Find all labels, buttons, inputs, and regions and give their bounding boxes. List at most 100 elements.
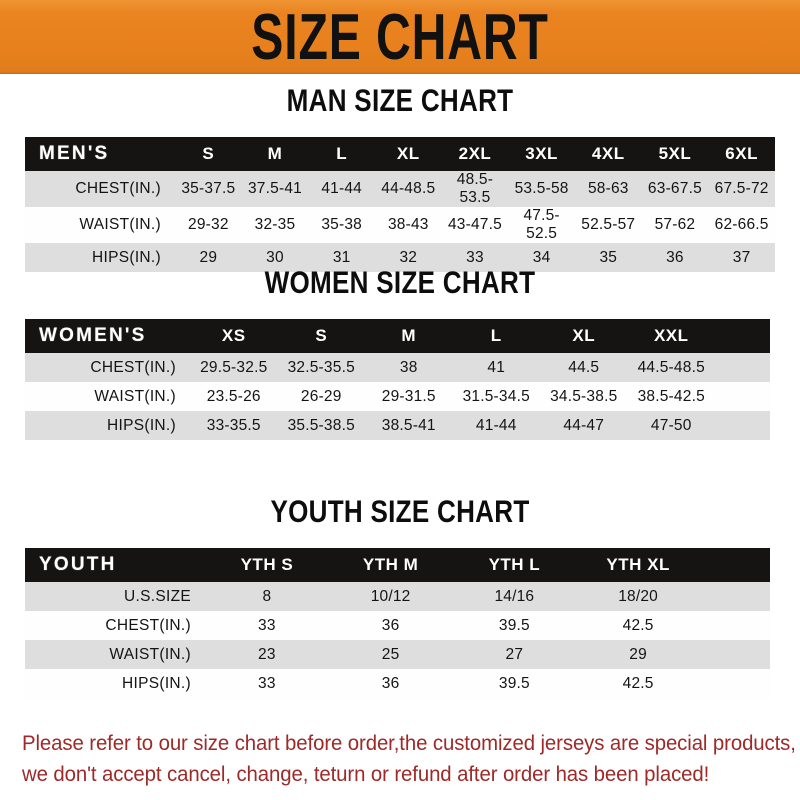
measurement-cell: 44-48.5 <box>381 180 436 197</box>
measurement-cell: 37.5-41 <box>247 180 302 197</box>
row-label: HIPS(IN.) <box>121 674 191 692</box>
measurement-cell: 38-43 <box>387 216 429 233</box>
measurement-cell: 52.5-57 <box>581 216 636 233</box>
measurement-cell: 8 <box>262 587 272 605</box>
order-disclaimer: Please refer to our size chart before or… <box>22 728 796 790</box>
row-label: CHEST(IN.) <box>105 616 191 634</box>
column-header-xs: XS <box>221 326 246 345</box>
measurement-cell: 27 <box>505 645 524 663</box>
measurement-cell: 30 <box>266 248 284 266</box>
table-row: CHEST(IN.) 35-37.5 37.5-41 41-44 44-48.5 48.5… <box>25 171 775 207</box>
table-header-row: WOMEN'S XS S M L XL XXL <box>25 319 770 353</box>
row-label: WAIST(IN.) <box>109 645 191 663</box>
youth-size-chart-title: YOUTH SIZE CHART <box>270 494 530 529</box>
measurement-cell: 34.5-38.5 <box>550 387 618 405</box>
column-header-4xl: 4XL <box>591 144 625 163</box>
measurement-cell: 36 <box>381 616 400 634</box>
row-label-header: MEN'S <box>39 143 110 164</box>
measurement-cell: 18/20 <box>618 587 659 605</box>
column-header-s: S <box>202 144 215 163</box>
measurement-cell: 33 <box>258 616 276 634</box>
column-header-yth-l: YTH L <box>488 555 541 574</box>
row-label: CHEST(IN.) <box>75 180 161 197</box>
column-header-xxl: XXL <box>653 326 689 345</box>
measurement-cell: 35-37.5 <box>181 180 236 197</box>
youth-size-chart-table: YOUTH YTH S YTH M YTH L YTH XL U.S.SIZE 8 10/12… <box>25 548 770 698</box>
measurement-cell: 29 <box>199 248 218 266</box>
measurement-cell: 26-29 <box>300 387 342 405</box>
column-header-3xl: 3XL <box>525 144 558 163</box>
table-row: HIPS(IN.) 33 36 39.5 42.5 <box>25 669 770 698</box>
column-header-6xl: 6XL <box>725 144 758 163</box>
measurement-cell: 35-38 <box>321 216 362 233</box>
measurement-cell: 41-44 <box>321 180 362 197</box>
measurement-cell: 33-35.5 <box>206 416 261 434</box>
measurement-cell: 38.5-41 <box>381 416 436 434</box>
measurement-cell: 39.5 <box>498 674 530 692</box>
measurement-cell: 47.5-52.5 <box>523 207 560 242</box>
table-row: CHEST(IN.) 33 36 39.5 42.5 <box>25 611 770 640</box>
row-label-header: YOUTH <box>39 554 117 575</box>
man-size-chart-title: MAN SIZE CHART <box>286 83 514 118</box>
measurement-cell: 33 <box>258 674 276 692</box>
measurement-cell: 63-67.5 <box>647 180 702 197</box>
column-header-m: M <box>401 326 417 345</box>
measurement-cell: 34 <box>532 248 551 266</box>
column-header-s: S <box>315 326 328 345</box>
row-spacer <box>700 582 770 611</box>
size-chart-banner: SIZE CHART <box>0 0 800 74</box>
measurement-cell: 44.5 <box>568 358 600 376</box>
women-size-chart-table: WOMEN'S XS S M L XL XXL CHEST(IN.) 29.5-32.5 32.5… <box>25 319 770 440</box>
measurement-cell: 23 <box>258 645 276 663</box>
disclaimer-line-2: we don't accept cancel, change, teturn o… <box>22 763 710 786</box>
measurement-cell: 14/16 <box>494 587 535 605</box>
row-label: WAIST(IN.) <box>79 216 161 233</box>
measurement-cell: 44-47 <box>563 416 605 434</box>
table-header-row: YOUTH YTH S YTH M YTH L YTH XL <box>25 548 770 582</box>
measurement-cell: 35 <box>599 248 618 266</box>
measurement-cell: 67.5-72 <box>714 180 769 197</box>
column-header-yth-s: YTH S <box>240 555 294 574</box>
measurement-cell: 32-35 <box>254 216 296 233</box>
measurement-cell: 57-62 <box>654 216 696 233</box>
table-row: HIPS(IN.) 29 30 31 32 33 34 35 36 37 <box>25 243 775 272</box>
table-row: U.S.SIZE 8 10/12 14/16 18/20 <box>25 582 770 611</box>
column-header-xl: XL <box>572 326 596 345</box>
header-spacer <box>700 548 770 582</box>
column-header-l: L <box>336 144 348 163</box>
measurement-cell: 48.5-53.5 <box>456 171 494 206</box>
row-label: HIPS(IN.) <box>91 248 161 266</box>
column-header-l: L <box>490 326 502 345</box>
row-spacer <box>715 411 770 440</box>
column-header-xl: XL <box>396 144 420 163</box>
measurement-cell: 29.5-32.5 <box>200 358 268 376</box>
row-label: HIPS(IN.) <box>106 416 176 434</box>
man-size-chart-table: MEN'S S M L XL 2XL 3XL 4XL 5XL 6XL CHEST(IN.) 35-37… <box>25 137 775 272</box>
measurement-cell: 39.5 <box>498 616 530 634</box>
measurement-cell: 25 <box>381 645 400 663</box>
measurement-cell: 62-66.5 <box>714 216 769 233</box>
measurement-cell: 58-63 <box>587 180 629 197</box>
measurement-cell: 42.5 <box>622 616 654 634</box>
row-spacer <box>700 669 770 698</box>
row-label: U.S.SIZE <box>124 587 191 605</box>
column-header-5xl: 5XL <box>658 144 692 163</box>
measurement-cell: 41-44 <box>475 416 517 434</box>
women-size-chart-title: WOMEN SIZE CHART <box>264 265 536 300</box>
measurement-cell: 35.5-38.5 <box>287 416 355 434</box>
measurement-cell: 43-47.5 <box>447 216 502 233</box>
measurement-cell: 29 <box>629 645 647 663</box>
measurement-cell: 36 <box>666 248 684 266</box>
measurement-cell: 38 <box>399 358 418 376</box>
measurement-cell: 36 <box>381 674 400 692</box>
row-spacer <box>715 353 770 382</box>
column-header-2xl: 2XL <box>458 144 492 163</box>
table-row: WAIST(IN.) 23 25 27 29 <box>25 640 770 669</box>
measurement-cell: 23.5-26 <box>206 387 261 405</box>
measurement-cell: 31 <box>332 248 351 266</box>
header-spacer <box>715 319 770 353</box>
column-header-yth-m: YTH M <box>362 555 419 574</box>
page-title: SIZE CHART <box>251 0 549 73</box>
row-label: CHEST(IN.) <box>90 358 176 376</box>
table-row: WAIST(IN.) 29-32 32-35 35-38 38-43 43-47.5 47.… <box>25 207 775 243</box>
